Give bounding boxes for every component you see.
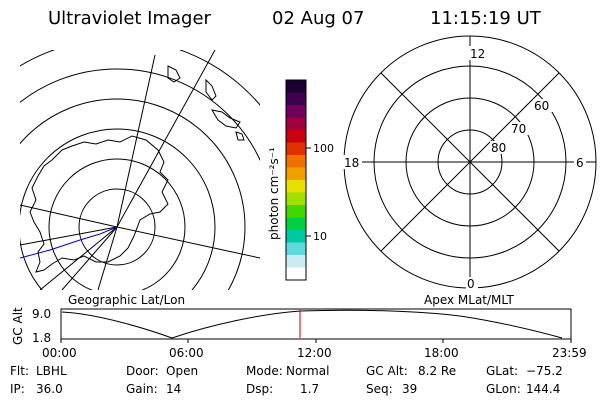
mlat-label-70: 70 xyxy=(511,122,526,136)
colorbar-segment xyxy=(286,217,306,231)
status-row-1: Flt: LBHL Door: Open Mode: Normal GC Alt… xyxy=(10,364,563,378)
lat-circle xyxy=(20,98,246,290)
status-value-flt: LBHL xyxy=(36,364,67,378)
status-value-gain: 14 xyxy=(166,382,181,396)
colorbar-segment xyxy=(286,230,306,243)
colorbar-tick-label: 100 xyxy=(313,142,334,155)
meridian-line xyxy=(20,226,118,246)
gc-altitude-plot xyxy=(60,308,572,343)
colorbar-segment xyxy=(286,180,306,193)
apex-polar-map: 12 18 6 0 60 70 80 xyxy=(342,35,597,291)
gc-ytick-label: 1.8 xyxy=(32,331,51,345)
status-row-2: IP: 36.0 Gain: 14 Dsp: 1.7 Seq: 39 GLon:… xyxy=(10,382,560,396)
label-bg xyxy=(466,46,486,60)
status-label-glat: GLat: xyxy=(486,364,518,378)
colorbar-segment xyxy=(286,117,306,131)
status-label-dsp: Dsp: xyxy=(246,382,273,396)
colorbar-units-label: photon cm⁻²s⁻¹ xyxy=(267,147,281,240)
label-bg xyxy=(533,99,553,112)
right-map-caption: Apex MLat/MLT xyxy=(424,293,514,307)
colorbar-segment xyxy=(286,267,306,281)
meridian-line xyxy=(116,50,216,228)
antarctica-coastline xyxy=(29,135,169,273)
colorbar-segment xyxy=(286,130,306,143)
colorbar-segment xyxy=(286,242,306,256)
lat-circle xyxy=(20,68,260,162)
status-value-gcalt: 8.2 Re xyxy=(418,364,456,378)
colorbar-segment xyxy=(286,105,306,118)
mlt-label-18: 18 xyxy=(344,156,359,170)
gc-plot-frame xyxy=(60,308,572,340)
status-label-ip: IP: xyxy=(10,382,25,396)
gc-xtick-label: 06:00 xyxy=(169,346,204,360)
status-label-mode: Mode: xyxy=(246,364,283,378)
status-label-flt: Flt: xyxy=(10,364,29,378)
colorbar-segment xyxy=(286,80,306,93)
label-bg xyxy=(490,141,510,154)
label-bg xyxy=(342,155,362,169)
gc-xtick-label: 00:00 xyxy=(42,346,77,360)
mlat-label-60: 60 xyxy=(534,99,549,113)
colorbar-segment xyxy=(286,255,306,268)
status-value-glon: 144.4 xyxy=(526,382,560,396)
mlt-label-0: 0 xyxy=(467,277,475,291)
status-value-mode: Normal xyxy=(286,364,329,378)
status-value-door: Open xyxy=(166,364,198,378)
lat-circle xyxy=(78,188,156,266)
meridian-line xyxy=(97,226,118,290)
colorbar xyxy=(286,80,306,281)
colorbar-segment xyxy=(286,142,306,156)
mlat-label-80: 80 xyxy=(491,141,506,155)
colorbar-segment xyxy=(286,192,306,206)
colorbar-segment xyxy=(286,205,306,218)
time-label: 11:15:19 UT xyxy=(430,8,542,29)
instrument-title: Ultraviolet Imager xyxy=(48,8,212,29)
status-value-ip: 36.0 xyxy=(36,382,63,396)
island-coastline xyxy=(235,131,245,141)
status-value-dsp: 1.7 xyxy=(300,382,319,396)
colorbar-segment xyxy=(286,155,306,168)
colorbar-tick-label: 10 xyxy=(313,230,327,243)
meridian-line xyxy=(116,54,156,228)
status-label-door: Door: xyxy=(126,364,159,378)
island-coastline xyxy=(210,109,241,129)
label-bg xyxy=(510,122,530,135)
gc-ytick-label: 9.0 xyxy=(32,307,51,321)
satellite-track xyxy=(20,226,118,259)
mlt-label-6: 6 xyxy=(576,156,584,170)
gc-xtick-label: 12:00 xyxy=(297,346,332,360)
colorbar-segment xyxy=(286,92,306,106)
meridian-line xyxy=(116,226,260,259)
label-bg xyxy=(466,277,478,291)
colorbar-frame xyxy=(285,79,307,281)
date-label: 02 Aug 07 xyxy=(272,8,364,29)
mlt-label-12: 12 xyxy=(470,47,485,61)
status-value-seq: 39 xyxy=(402,382,417,396)
gc-xtick-label: 23:59 xyxy=(552,346,587,360)
status-value-glat: −75.2 xyxy=(526,364,563,378)
gc-xtick-label: 18:00 xyxy=(424,346,459,360)
colorbar-segment xyxy=(286,167,306,181)
island-coastline xyxy=(167,65,181,83)
status-label-seq: Seq: xyxy=(366,382,393,396)
mlt-line-diagonal xyxy=(380,72,560,252)
lat-circle xyxy=(20,128,216,290)
left-map-caption: Geographic Lat/Lon xyxy=(68,293,185,307)
gc-alt-ylabel: GC Alt xyxy=(11,307,25,345)
gc-altitude-curve xyxy=(61,309,563,339)
status-label-gcalt: GC Alt: xyxy=(366,364,408,378)
lat-circle xyxy=(48,158,186,290)
status-label-gain: Gain: xyxy=(126,382,158,396)
status-label-glon: GLon: xyxy=(486,382,521,396)
geographic-map xyxy=(20,50,260,290)
meridian-line xyxy=(20,204,118,228)
island-coastline xyxy=(205,78,217,101)
label-bg xyxy=(574,155,586,169)
